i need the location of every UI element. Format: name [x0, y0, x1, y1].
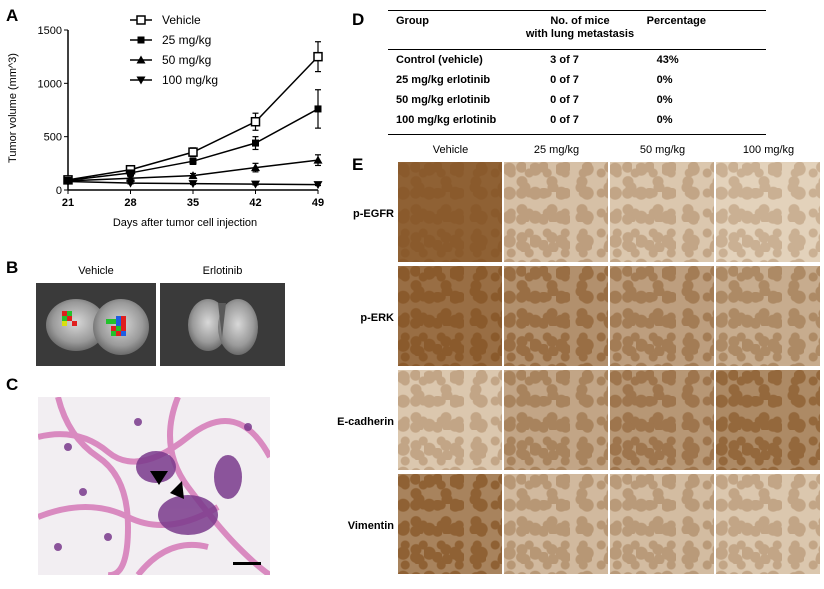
scale-bar	[233, 562, 261, 565]
cell-pct: 0%	[656, 74, 673, 86]
header-mice: No. of mice with lung metastasis	[525, 15, 634, 41]
legend-marker	[136, 55, 146, 64]
ihc-image-tile	[716, 162, 820, 262]
panel-b-label-erlotinib: Erlotinib	[202, 265, 243, 277]
ihc-image-tile	[610, 266, 714, 366]
cell-mice: 0 of 7	[550, 114, 579, 126]
panel-letter-e: E	[352, 155, 364, 174]
panel-letter-c: C	[6, 375, 19, 394]
ihc-image-tile	[610, 370, 714, 470]
column-header-vehicle: Vehicle	[432, 144, 469, 156]
data-point	[188, 171, 198, 180]
column-header-50: 50 mg/kg	[639, 144, 686, 156]
data-point	[252, 139, 259, 147]
row-label-perk: p-ERK	[360, 312, 394, 324]
row-label-vimentin: Vimentin	[347, 520, 394, 532]
ihc-image-tile	[398, 370, 502, 470]
legend-label: 50 mg/kg	[162, 53, 211, 67]
table-header-row: Group No. of mice with lung metastasis P…	[388, 11, 766, 49]
ihc-image-tile	[504, 370, 608, 470]
x-tick-label: 21	[62, 197, 74, 209]
legend-label: 25 mg/kg	[162, 33, 211, 47]
data-point	[63, 177, 73, 186]
panel-letter-b: B	[6, 258, 19, 277]
cell-group: 25 mg/kg erlotinib	[396, 74, 491, 86]
data-point	[251, 163, 260, 172]
arrowhead-marker	[150, 471, 168, 485]
series-line-1	[67, 108, 319, 182]
ihc-grid: Vehicle 25 mg/kg 50 mg/kg 100 mg/kg p-EG…	[337, 144, 822, 580]
data-point	[127, 169, 134, 177]
table-row: 50 mg/kg erlotinib 0 of 7 0%	[388, 90, 766, 110]
table-row: 100 mg/kg erlotinib 0 of 7 0%	[388, 110, 766, 130]
y-axis-label: Tumor volume (mm^3)	[7, 53, 19, 163]
table-row: 25 mg/kg erlotinib 0 of 7 0%	[388, 70, 766, 90]
ihc-image-tile	[504, 266, 608, 366]
arrowhead-marker	[170, 481, 184, 499]
legend-marker	[137, 36, 145, 44]
data-point	[313, 181, 323, 190]
ihc-image-tile	[398, 266, 502, 366]
data-point	[314, 105, 322, 113]
y-tick-label: 1500	[38, 25, 62, 37]
ihc-image-tile	[398, 162, 502, 262]
metastasis-table: Group No. of mice with lung metastasis P…	[388, 10, 766, 135]
legend-label: 100 mg/kg	[162, 73, 218, 87]
data-point	[188, 180, 198, 189]
cell-group: 100 mg/kg erlotinib	[396, 114, 497, 126]
x-tick-label: 42	[249, 197, 261, 209]
ihc-image-tile	[610, 474, 714, 574]
data-point	[313, 51, 323, 62]
cell-pct: 0%	[656, 94, 673, 106]
legend-marker	[136, 76, 146, 85]
ihc-image-tile	[504, 162, 608, 262]
legend-marker	[136, 15, 146, 25]
cell-mice: 0 of 7	[550, 74, 579, 86]
row-label-pegfr: p-EGFR	[353, 208, 394, 220]
x-tick-label: 49	[312, 197, 324, 209]
data-point	[313, 155, 323, 164]
data-point	[189, 157, 197, 165]
data-point	[126, 179, 135, 188]
cell-mice: 3 of 7	[550, 54, 579, 66]
tumor-volume-chart: Tumor volume (mm^3) Days after tumor cel…	[7, 13, 324, 229]
lung-imaging-erlotinib	[160, 283, 285, 366]
column-header-25: 25 mg/kg	[533, 144, 580, 156]
cell-mice: 0 of 7	[550, 94, 579, 106]
lung-imaging-vehicle	[36, 283, 156, 366]
cell-pct: 0%	[656, 114, 673, 126]
data-point	[188, 147, 198, 157]
cell-pct: 43%	[656, 54, 679, 66]
cell-group: Control (vehicle)	[396, 54, 483, 66]
table-row: Control (vehicle) 3 of 7 43%	[388, 50, 766, 70]
panel-letter-a: A	[6, 6, 19, 25]
cell-group: 50 mg/kg erlotinib	[396, 94, 491, 106]
ihc-image-tile	[504, 474, 608, 574]
row-label-ecadherin: E-cadherin	[337, 416, 394, 428]
data-point	[251, 180, 260, 189]
y-tick-label: 500	[44, 132, 62, 144]
ihc-image-tile	[716, 266, 820, 366]
panel-b-label-vehicle: Vehicle	[78, 265, 114, 277]
y-tick-label: 1000	[38, 78, 62, 90]
header-percentage: Percentage	[646, 15, 706, 27]
column-header-100: 100 mg/kg	[742, 144, 795, 156]
x-tick-label: 35	[187, 197, 199, 209]
lung-histology-he	[38, 397, 270, 575]
x-axis-label: Days after tumor cell injection	[113, 217, 257, 229]
ihc-image-tile	[716, 474, 820, 574]
legend-label: Vehicle	[162, 13, 201, 27]
data-point	[250, 116, 261, 127]
panel-letter-d: D	[352, 10, 365, 29]
ihc-image-tile	[716, 370, 820, 470]
header-mice-line2: with lung metastasis	[525, 28, 635, 40]
y-tick-label: 0	[56, 185, 62, 197]
header-mice-line1: No. of mice	[550, 15, 610, 27]
header-group: Group	[396, 15, 429, 27]
x-tick-label: 28	[124, 197, 136, 209]
ihc-image-tile	[610, 162, 714, 262]
ihc-image-tile	[398, 474, 502, 574]
